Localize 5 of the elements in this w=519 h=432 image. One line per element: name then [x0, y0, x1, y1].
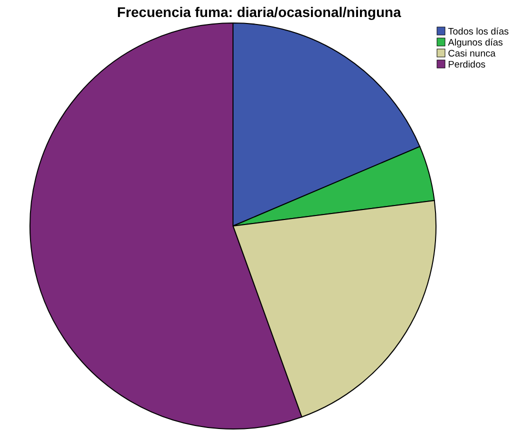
legend-label: Perdidos: [448, 60, 486, 70]
legend-label: Algunos días: [448, 38, 504, 48]
chart-title: Frecuencia fuma: diaria/ocasional/ninguna: [117, 4, 402, 20]
legend-label: Todos los días: [448, 26, 509, 38]
legend-label: Casi nunca: [448, 48, 496, 60]
